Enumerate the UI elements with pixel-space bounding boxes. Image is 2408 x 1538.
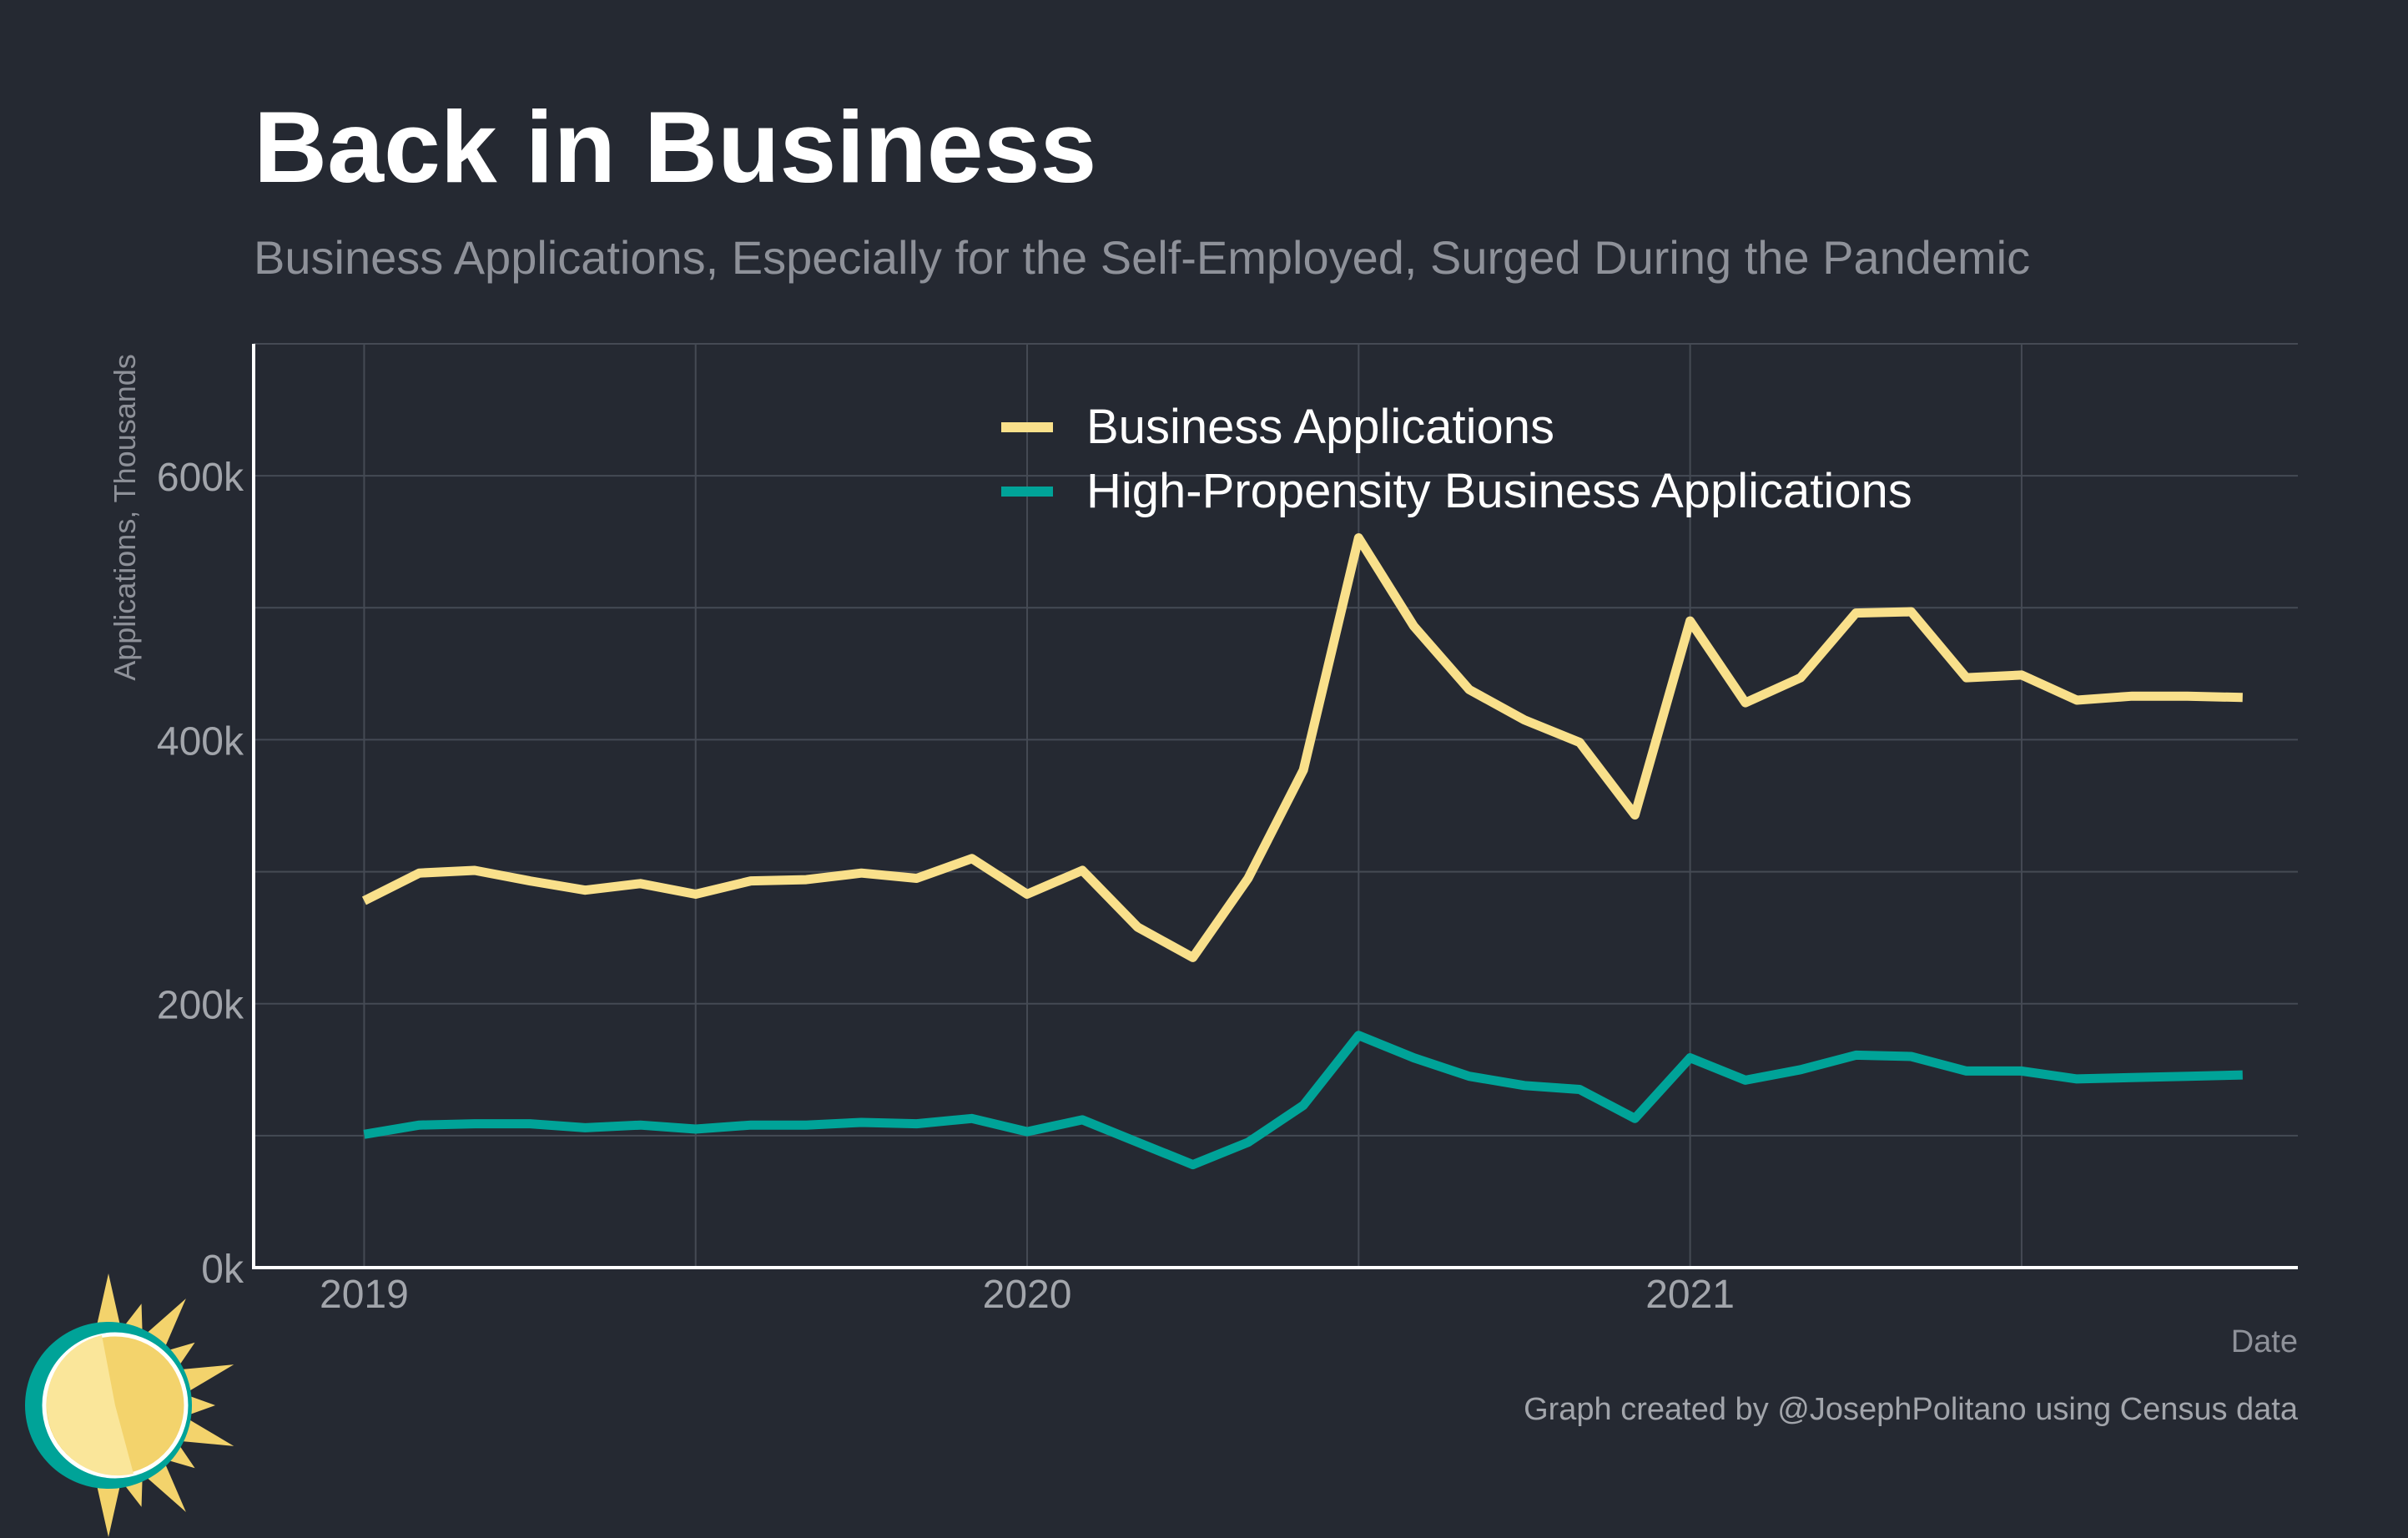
x-tick-label: 2019 [320, 1273, 409, 1317]
source-caption: Graph created by @JosephPolitano using C… [1524, 1392, 2299, 1427]
y-tick-label: 0k [201, 1248, 244, 1292]
chart-subtitle: Business Applications, Especially for th… [254, 231, 2030, 284]
grid-lines [254, 343, 2298, 1268]
x-tick-labels: 2019 2020 2021 [320, 1273, 1735, 1317]
y-tick-label: 600k [157, 456, 244, 500]
axes [252, 344, 2298, 1269]
chart-title: Back in Business [254, 90, 1096, 204]
y-axis-title: Applications, Thousands [108, 354, 142, 681]
series-line-business-applications [361, 533, 2243, 962]
x-axis-title: Date [2231, 1324, 2298, 1359]
legend-label-high-propensity: High-Propensity Business Applications [1086, 464, 1912, 518]
legend: Business Applications High-Propensity Bu… [1001, 400, 1912, 518]
y-tick-labels: 0k 200k 400k 600k [157, 456, 244, 1292]
x-tick-label: 2021 [1645, 1273, 1735, 1317]
x-tick-label: 2020 [983, 1273, 1072, 1317]
sun-logo-icon [25, 1273, 234, 1537]
series-line-high-propensity-business-applications [363, 1031, 2243, 1170]
y-tick-label: 200k [157, 984, 244, 1028]
y-tick-label: 400k [157, 719, 244, 764]
legend-label-business-applications: Business Applications [1086, 400, 1554, 454]
series-lines [361, 533, 2243, 1170]
